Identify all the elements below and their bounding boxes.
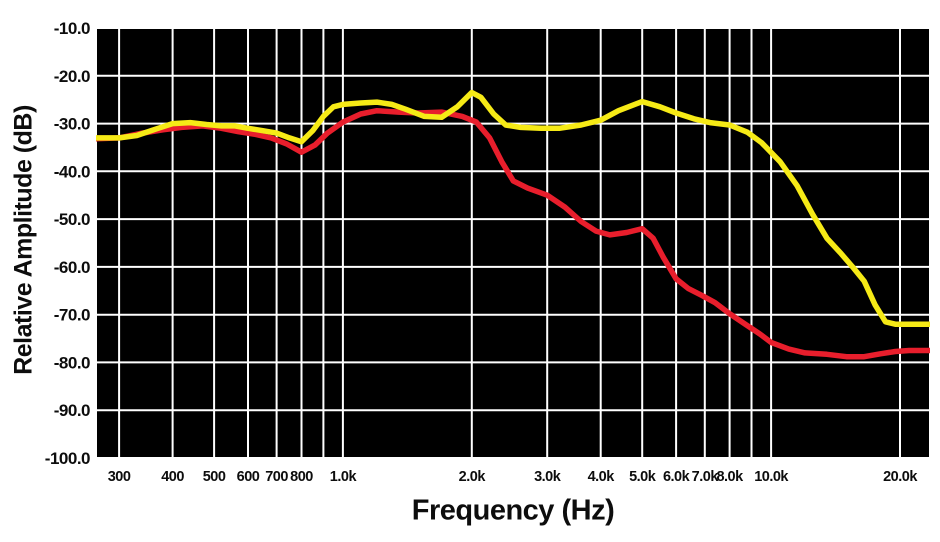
x-tick-label: 700 [265,469,288,485]
plot-border [95,27,931,459]
x-tick-label: 10.0k [754,469,789,485]
y-tick-label: -30.0 [54,115,90,134]
y-tick-label: -70.0 [54,306,90,325]
y-tick-label: -90.0 [54,401,90,420]
x-tick-label: 8.0k [716,469,744,485]
x-tick-label: 4.0k [588,469,616,485]
x-tick-label: 1.0k [330,469,358,485]
x-tick-label: 3.0k [534,469,562,485]
y-tick-label: -50.0 [54,210,90,229]
y-axis-title: Relative Amplitude (dB) [9,105,38,375]
x-tick-label: 5.0k [629,469,657,485]
red-curve [96,107,930,360]
x-tick-label: 2.0k [459,469,487,485]
x-tick-label: 600 [237,469,260,485]
x-tick-label: 6.0k [663,469,691,485]
x-tick-label: 800 [290,469,313,485]
yellow-curve [96,89,930,327]
x-tick-label: 7.0k [692,469,720,485]
y-tick-label: -40.0 [54,162,90,181]
y-tick-label: -10.0 [54,19,90,38]
x-tick-label: 20.0k [883,469,918,485]
y-tick-label: -60.0 [54,258,90,277]
y-tick-label: -20.0 [54,67,90,86]
x-tick-label: 300 [108,469,131,485]
x-axis-title: Frequency (Hz) [411,494,615,527]
x-tick-label: 500 [203,469,226,485]
x-tick-label: 400 [161,469,184,485]
y-tick-label: -80.0 [54,353,90,372]
plot-background [96,28,930,458]
y-tick-label: -100.0 [45,449,90,468]
